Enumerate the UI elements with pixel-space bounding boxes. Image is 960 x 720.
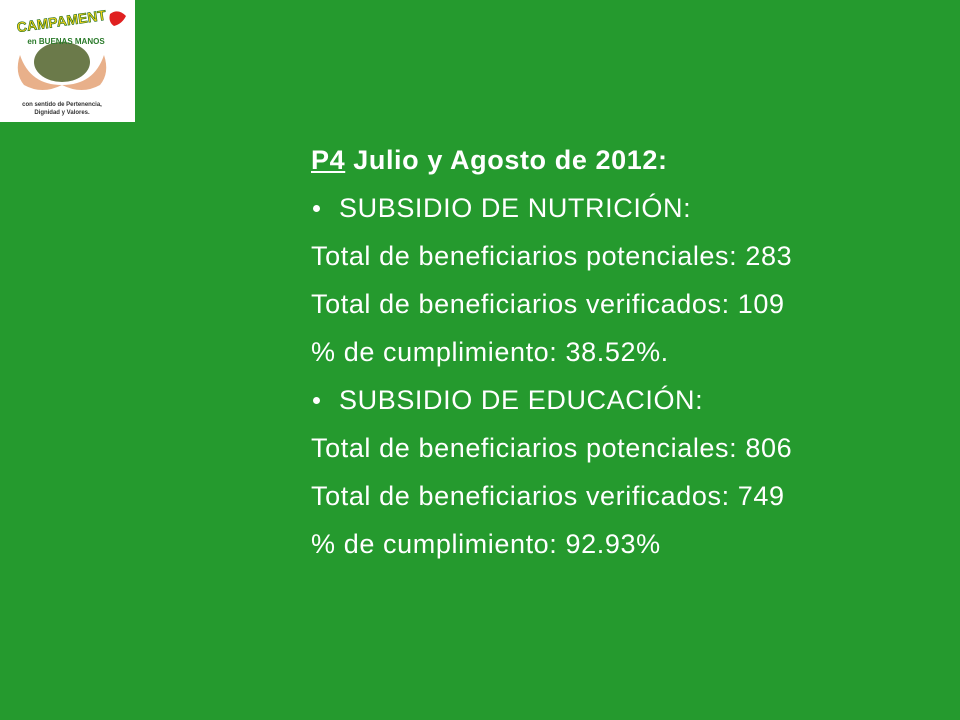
section-line: Total de beneficiarios potenciales: 283: [311, 241, 793, 271]
section-title: SUBSIDIO DE NUTRICIÓN:: [339, 193, 692, 223]
section-title: SUBSIDIO DE EDUCACIÓN:: [339, 385, 704, 415]
content: P4 Julio y Agosto de 2012: SUBSIDIO DE NU…: [311, 136, 951, 568]
logo: CAMPAMENT en BUENAS MANOS con sentido de…: [0, 0, 135, 122]
section-line: Total de beneficiarios verificados: 109: [311, 289, 785, 319]
logo-globe: [34, 42, 90, 82]
logo-hand-right: [62, 55, 107, 90]
heading: P4 Julio y Agosto de 2012:: [311, 136, 951, 184]
heading-code: P4: [311, 145, 346, 175]
section-line: % de cumplimiento: 92.93%: [311, 529, 661, 559]
logo-heart: [109, 11, 126, 26]
section-line: % de cumplimiento: 38.52%.: [311, 337, 669, 367]
bullet: [313, 396, 320, 404]
section-line: Total de beneficiarios verificados: 749: [311, 481, 785, 511]
logo-title: CAMPAMENT: [16, 7, 108, 35]
logo-tagline: Dignidad y Valores.: [34, 110, 90, 116]
logo-subtitle: en BUENAS MANOS: [27, 37, 105, 46]
bullet: [313, 204, 320, 212]
section-title-row: SUBSIDIO DE NUTRICIÓN:: [311, 184, 951, 232]
logo-hand-left: [17, 55, 62, 90]
logo-tagline: con sentido de Pertenencia,: [22, 102, 102, 108]
heading-text: Julio y Agosto de 2012:: [353, 145, 668, 175]
section-line: Total de beneficiarios potenciales: 806: [311, 433, 793, 463]
section-title-row: SUBSIDIO DE EDUCACIÓN:: [311, 376, 951, 424]
